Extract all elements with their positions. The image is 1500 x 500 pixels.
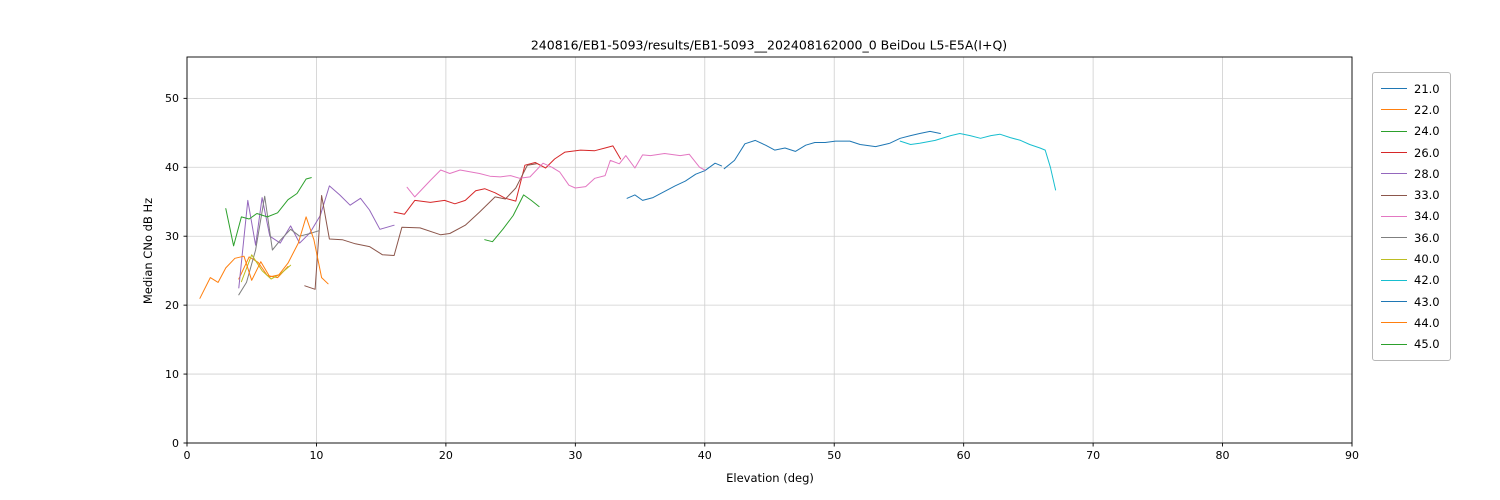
legend-item-22.0: 22.0	[1381, 99, 1440, 120]
legend-item-26.0: 26.0	[1381, 142, 1440, 163]
series-line-34.0	[406, 153, 706, 198]
legend-label: 44.0	[1414, 315, 1440, 330]
legend-label: 22.0	[1414, 102, 1440, 117]
legend-line-swatch	[1381, 173, 1407, 175]
legend-item-44.0: 44.0	[1381, 312, 1440, 333]
legend-item-28.0: 28.0	[1381, 163, 1440, 184]
x-tick-label: 80	[1216, 449, 1230, 462]
y-tick-label: 10	[165, 368, 179, 381]
y-tick-label: 20	[165, 299, 179, 312]
series-line-43.0	[723, 130, 941, 170]
x-tick-label: 30	[568, 449, 582, 462]
legend-label: 43.0	[1414, 294, 1440, 309]
legend-item-24.0: 24.0	[1381, 121, 1440, 142]
legend-line-swatch	[1381, 88, 1407, 90]
legend-line-swatch	[1381, 258, 1407, 260]
x-tick-label: 60	[957, 449, 971, 462]
legend-line-swatch	[1381, 343, 1407, 345]
series-line-22.0	[238, 256, 289, 280]
y-tick-label: 30	[165, 230, 179, 243]
chart-title: 240816/EB1-5093/results/EB1-5093__202408…	[530, 37, 1008, 53]
legend-line-swatch	[1381, 194, 1407, 196]
legend-item-45.0: 45.0	[1381, 334, 1440, 355]
legend-label: 24.0	[1414, 124, 1440, 139]
x-tick-label: 40	[698, 449, 712, 462]
legend-label: 33.0	[1414, 188, 1440, 203]
legend-line-swatch	[1381, 322, 1407, 324]
legend-label: 42.0	[1414, 273, 1440, 288]
legend-item-36.0: 36.0	[1381, 227, 1440, 248]
legend-line-swatch	[1381, 237, 1407, 239]
series-line-42.0	[899, 133, 1057, 191]
x-tick-label: 50	[827, 449, 841, 462]
legend-line-swatch	[1381, 301, 1407, 303]
series-line-44.0	[199, 216, 329, 299]
x-tick-label: 10	[309, 449, 323, 462]
plot-border	[186, 56, 1353, 444]
x-axis-label: Elevation (deg)	[726, 471, 814, 485]
series-line-33.0	[304, 163, 537, 290]
y-tick-label: 40	[165, 161, 179, 174]
legend-line-swatch	[1381, 109, 1407, 111]
legend-line-swatch	[1381, 130, 1407, 132]
x-tick-label: 20	[439, 449, 453, 462]
legend-item-34.0: 34.0	[1381, 206, 1440, 227]
legend-label: 36.0	[1414, 230, 1440, 245]
legend-label: 28.0	[1414, 166, 1440, 181]
legend: 21.0 22.0 24.0 26.0 28.0 33.0 34.0 36.0 40.0 42.0…	[1372, 72, 1451, 361]
series-line-40.0	[240, 254, 292, 283]
series-line-21.0	[626, 162, 723, 201]
legend-item-42.0: 42.0	[1381, 270, 1440, 291]
legend-line-swatch	[1381, 152, 1407, 154]
legend-label: 45.0	[1414, 337, 1440, 352]
x-tick-label: 70	[1086, 449, 1100, 462]
legend-item-21.0: 21.0	[1381, 78, 1440, 99]
legend-label: 26.0	[1414, 145, 1440, 160]
series-line-36.0	[238, 195, 320, 296]
legend-label: 34.0	[1414, 209, 1440, 224]
series-line-28.0	[238, 185, 395, 289]
legend-item-43.0: 43.0	[1381, 291, 1440, 312]
legend-label: 21.0	[1414, 81, 1440, 96]
legend-label: 40.0	[1414, 252, 1440, 267]
legend-line-swatch	[1381, 215, 1407, 217]
series-line-45.0	[225, 177, 312, 247]
x-tick-label: 90	[1345, 449, 1359, 462]
legend-line-swatch	[1381, 279, 1407, 281]
series-line-26.0	[393, 145, 622, 215]
y-axis-label: Median CNo dB Hz	[141, 197, 155, 305]
y-tick-label: 50	[165, 92, 179, 105]
legend-item-40.0: 40.0	[1381, 248, 1440, 269]
legend-item-33.0: 33.0	[1381, 184, 1440, 205]
series-line-24.0	[484, 194, 540, 243]
x-tick-label: 0	[184, 449, 191, 462]
y-tick-label: 0	[172, 437, 179, 450]
